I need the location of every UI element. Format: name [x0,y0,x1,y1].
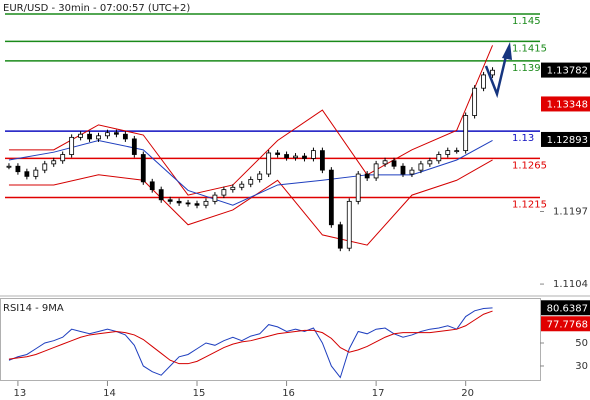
candle-body [33,169,39,177]
chart-title: EUR/USD - 30min - 07:00:57 (UTC+2) [3,3,190,14]
candle-body [78,133,83,138]
candle-body [293,155,298,159]
level-label: 1.13 [512,133,534,144]
candle-body [96,135,101,140]
x-tick-label: 13 [14,388,27,399]
x-tick-label: 16 [282,388,295,399]
candle-body [239,183,245,188]
candle-body [15,165,21,173]
candle-body [51,160,57,165]
candle-body [400,165,406,175]
candle-body [337,224,343,249]
price-tag [541,131,590,147]
candle-body [60,154,66,162]
rsi-tag [541,316,590,332]
candle-body [427,160,433,165]
forecast-arrow [484,55,508,99]
candle-body [87,133,92,140]
candle-body [42,163,48,171]
candle-body [445,150,451,155]
price-tag [541,62,590,78]
candle-body [194,203,200,206]
price-tag [541,96,590,112]
candle-body [266,152,272,175]
candle-body [355,173,361,202]
rsi-title: RSI14 - 9MA [3,303,64,314]
x-tick-label: 15 [193,388,206,399]
candle-body [328,169,334,226]
candle-body [105,132,110,137]
level-label: 1.1215 [512,199,547,210]
candle-body [472,87,478,116]
candle-body [203,200,209,206]
candle-body [149,181,155,191]
candle-body [167,199,173,202]
candle-body [122,133,128,140]
rsi-tag-label: 80.6387 [547,303,588,314]
rsi-tag-label: 77.7768 [547,319,588,330]
candle-body [481,74,486,89]
candle-body [409,169,415,175]
y-tick-label: 30 [575,361,588,372]
x-tick-label: 14 [103,388,116,399]
level-label: 1.1265 [512,160,547,171]
candle-body [248,179,254,185]
candle-body [454,150,460,153]
x-tick-label: 17 [372,388,385,399]
y-tick-label: 1.1197 [553,206,588,217]
forecast-arrowhead [502,42,512,60]
candle-body [69,136,75,155]
y-tick-label: 50 [575,338,588,349]
rsi-line [8,307,493,379]
level-label: 1.139 [512,63,541,74]
price-tag-label: 1.13348 [547,99,588,110]
candle-body [311,150,316,159]
candle-body [364,173,370,179]
candle-body [436,154,442,162]
candle-body [284,154,289,159]
candle-body [275,152,281,155]
price-tag-label: 1.12893 [547,135,588,146]
candle-body [490,69,495,76]
rsi-line [8,310,493,365]
candle-body [391,160,397,167]
candle-body [140,154,146,183]
candle-body [6,165,12,168]
rsi-tag [541,300,590,316]
candle-body [176,200,182,204]
candle-body [221,189,227,196]
candle-body [463,115,469,152]
candle-body [158,189,164,201]
band-middle [8,139,493,206]
candle-body [185,202,191,205]
candle-body [24,171,30,177]
x-tick-label: 20 [461,388,474,399]
candle-body [212,194,218,202]
candle-body [257,173,263,180]
candle-body [382,160,388,165]
rsi-frame [0,298,541,381]
candle-body [131,138,137,155]
price-tag-label: 1.13782 [547,66,588,77]
level-label: 1.1415 [512,43,547,54]
y-tick-label: 1.1104 [553,279,588,290]
candle-body [230,186,236,191]
candle-body [302,155,307,159]
band-upper [8,45,493,196]
candle-body [373,163,379,179]
candle-body [319,150,325,171]
level-label: 1.145 [512,16,541,27]
candle-body [418,163,424,171]
candle-body [114,132,119,135]
candle-body [346,200,352,249]
